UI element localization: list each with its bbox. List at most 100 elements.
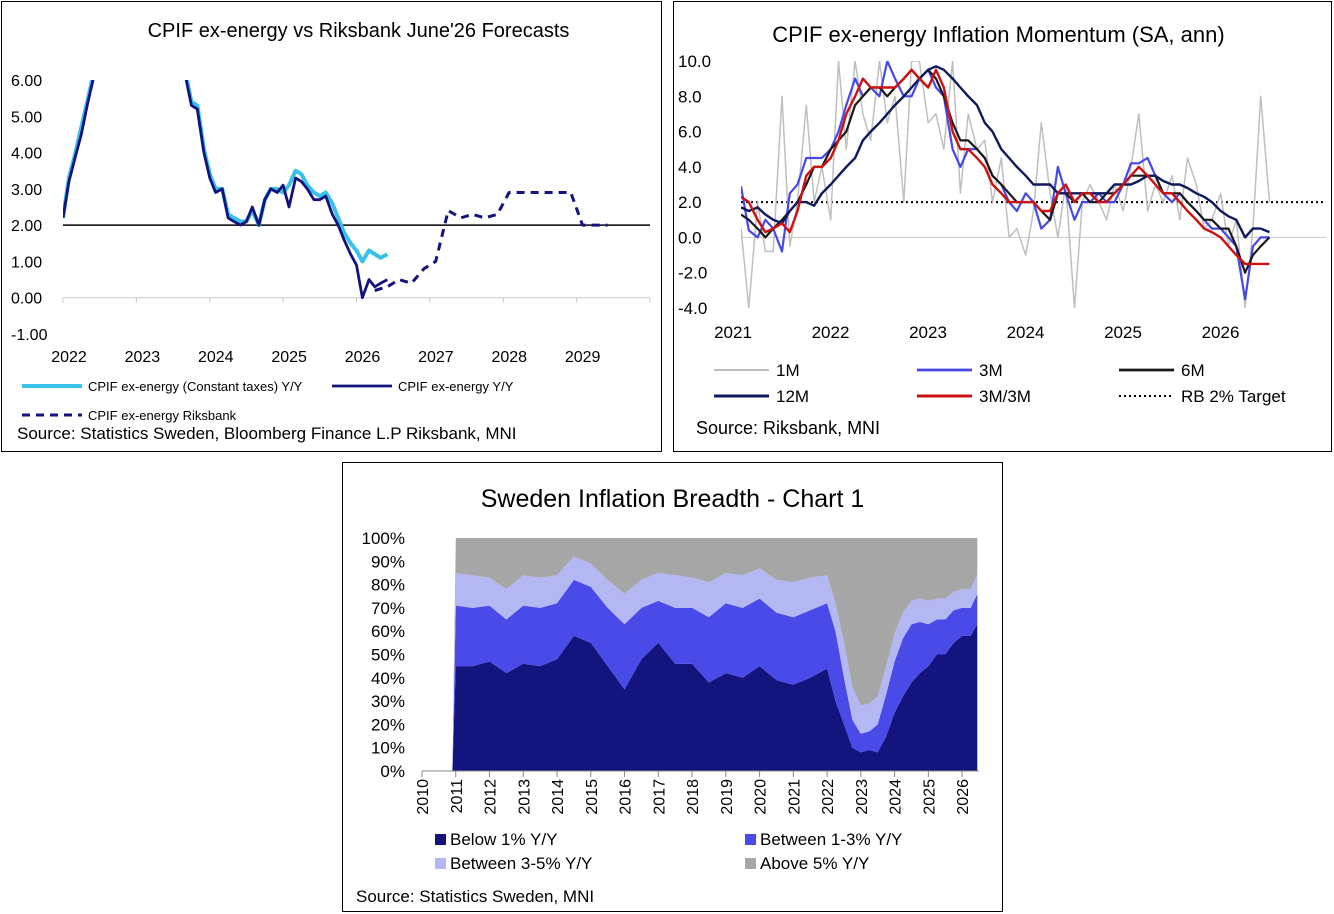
x-tick-label: 2029 [565, 349, 601, 366]
y-tick-label: 20% [371, 715, 405, 734]
x-tick-label: 2021 [786, 779, 803, 815]
y-tick-label: 1.00 [11, 254, 42, 271]
x-tick-label: 2025 [1104, 323, 1142, 342]
legend-label: Below 1% Y/Y [450, 830, 557, 849]
x-tick-label: 2028 [491, 349, 527, 366]
x-tick-label: 2024 [1007, 323, 1045, 342]
breadth-chart-svg: Sweden Inflation Breadth - Chart 1 100% 90… [362, 485, 979, 873]
riksbank-forecast-chart-panel: CPIF ex-energy vs Riksbank June'26 Forec… [1, 1, 662, 452]
series-line-12m [741, 65, 1270, 239]
x-tick-label: 2010 [415, 779, 432, 815]
y-tick-label: 10.0 [678, 52, 711, 71]
x-tick-label: 2023 [909, 323, 947, 342]
legend-label: CPIF ex-energy Riksbank [88, 408, 237, 423]
legend-label: Between 3-5% Y/Y [450, 854, 592, 873]
legend-label: 6M [1181, 361, 1205, 380]
legend-label: 3M/3M [979, 387, 1031, 406]
x-tick-label: 2022 [51, 349, 87, 366]
y-tick-label: 5.00 [11, 109, 42, 126]
x-tick-label: 2013 [516, 779, 533, 815]
area-between-3-5-y-y [452, 556, 978, 771]
series-line-6m [741, 68, 1271, 274]
legend-label: 1M [776, 361, 800, 380]
x-tick-label: 2026 [345, 349, 381, 366]
y-tick-label: 3.00 [11, 182, 42, 199]
series-line-cpif-ex-energy-y-y [63, 80, 95, 219]
x-tick-label: 2014 [550, 779, 567, 815]
momentum-chart-svg: CPIF ex-energy Inflation Momentum (SA, a… [678, 22, 1326, 406]
x-tick-label: 2016 [618, 779, 635, 815]
x-tick-label: 2024 [198, 349, 234, 366]
breadth-chart-title: Sweden Inflation Breadth - Chart 1 [481, 485, 865, 513]
area-above-5-y-y [452, 538, 978, 771]
y-tick-label: 80% [371, 576, 405, 595]
legend-swatch-below-1-y-y [435, 834, 446, 845]
x-tick-label: 2022 [820, 779, 837, 815]
x-tick-label: 2011 [449, 779, 466, 814]
y-tick-label: 10% [371, 739, 405, 758]
y-tick-label: -2.0 [678, 264, 707, 283]
forecast-chart-title: CPIF ex-energy vs Riksbank June'26 Forec… [148, 20, 570, 42]
forecast-chart-source: Source: Statistics Sweden, Bloomberg Fin… [17, 424, 517, 443]
breadth-chart-panel: Sweden Inflation Breadth - Chart 1 100% 90… [342, 462, 1003, 912]
series-line-3m-3m [741, 68, 1270, 266]
x-tick-label: 2023 [125, 349, 161, 366]
momentum-chart-panel: CPIF ex-energy Inflation Momentum (SA, a… [673, 1, 1332, 452]
y-tick-label: 0.0 [678, 228, 702, 247]
series-line-cpif-ex-energy-y-y [184, 80, 388, 300]
series-line-1m [741, 61, 1271, 308]
legend-label: Between 1-3% Y/Y [760, 830, 902, 849]
area-below-1-y-y [452, 624, 978, 771]
legend-label: CPIF ex-energy Y/Y [398, 379, 514, 394]
legend-label: 12M [776, 387, 809, 406]
y-tick-label: 2.0 [678, 193, 702, 212]
y-tick-label: 6.00 [11, 73, 42, 90]
x-tick-label: 2020 [753, 779, 770, 815]
y-tick-label: 100% [362, 529, 405, 548]
x-tick-label: 2019 [719, 779, 736, 815]
x-tick-label: 2012 [483, 779, 500, 815]
legend-label: CPIF ex-energy (Constant taxes) Y/Y [88, 379, 303, 394]
series-line-3m [741, 61, 1270, 301]
x-tick-label: 2017 [651, 779, 668, 815]
x-tick-label: 2022 [812, 323, 850, 342]
forecast-chart-svg: CPIF ex-energy vs Riksbank June'26 Forec… [11, 20, 651, 423]
legend-swatch-above-5-y-y [745, 858, 756, 869]
x-tick-label: 2026 [1202, 323, 1240, 342]
legend-label: Above 5% Y/Y [760, 854, 869, 873]
y-tick-label: 40% [371, 669, 405, 688]
y-tick-label: -1.00 [11, 327, 48, 344]
y-tick-label: 50% [371, 646, 405, 665]
series-line-cpif-ex-energy-riksbank [374, 191, 608, 292]
y-tick-label: 30% [371, 692, 405, 711]
x-tick-label: 2026 [955, 779, 972, 815]
x-tick-label: 2025 [921, 779, 938, 815]
y-tick-label: 2.00 [11, 218, 42, 235]
series-line-cpif-ex-energy-constant-taxes-y-y [184, 80, 389, 264]
y-tick-label: 4.0 [678, 158, 702, 177]
breadth-chart-source: Source: Statistics Sweden, MNI [356, 887, 595, 906]
x-tick-label: 2024 [888, 779, 905, 815]
momentum-chart-source: Source: Riksbank, MNI [696, 418, 881, 438]
x-tick-label: 2021 [714, 323, 752, 342]
legend-swatch-between-1-3-y-y [745, 834, 756, 845]
y-tick-label: 60% [371, 622, 405, 641]
y-tick-label: 0% [380, 762, 405, 781]
legend-label: 3M [979, 361, 1003, 380]
y-tick-label: -4.0 [678, 299, 707, 318]
x-tick-label: 2025 [271, 349, 307, 366]
x-tick-label: 2027 [418, 349, 454, 366]
y-tick-label: 70% [371, 599, 405, 618]
y-tick-label: 8.0 [678, 87, 702, 106]
y-tick-label: 4.00 [11, 146, 42, 163]
area-between-1-3-y-y [452, 579, 978, 771]
x-tick-label: 2018 [685, 779, 702, 815]
x-tick-label: 2015 [584, 779, 601, 815]
momentum-chart-title: CPIF ex-energy Inflation Momentum (SA, a… [772, 22, 1224, 47]
legend-swatch-between-3-5-y-y [435, 858, 446, 869]
x-tick-label: 2023 [854, 779, 871, 815]
y-tick-label: 90% [371, 552, 405, 571]
y-tick-label: 0.00 [11, 291, 42, 308]
legend-label: RB 2% Target [1181, 387, 1286, 406]
y-tick-label: 6.0 [678, 123, 702, 142]
